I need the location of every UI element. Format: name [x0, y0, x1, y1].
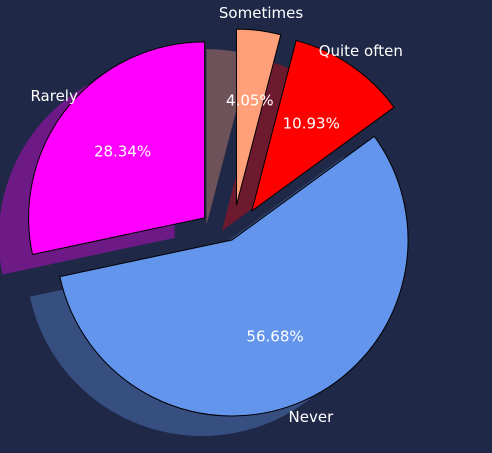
slice-labels: 28.34% Rarely 56.68% Never 10.93% Quite often… [30, 4, 402, 426]
category-label-quite-often: Quite often [319, 42, 403, 60]
pct-label-rarely: 28.34% [94, 142, 151, 160]
slice-quite-often [250, 39, 395, 213]
pct-label-never: 56.68% [246, 327, 303, 345]
slices [28, 28, 409, 417]
pct-label-sometimes: 4.05% [226, 91, 274, 109]
category-label-sometimes: Sometimes [219, 4, 303, 22]
slice-sometimes [235, 28, 282, 206]
slice-never [59, 135, 409, 417]
pct-label-quite-often: 10.93% [283, 115, 340, 133]
category-label-never: Never [289, 408, 335, 426]
category-label-rarely: Rarely [30, 87, 78, 105]
slice-rarely [28, 41, 206, 256]
